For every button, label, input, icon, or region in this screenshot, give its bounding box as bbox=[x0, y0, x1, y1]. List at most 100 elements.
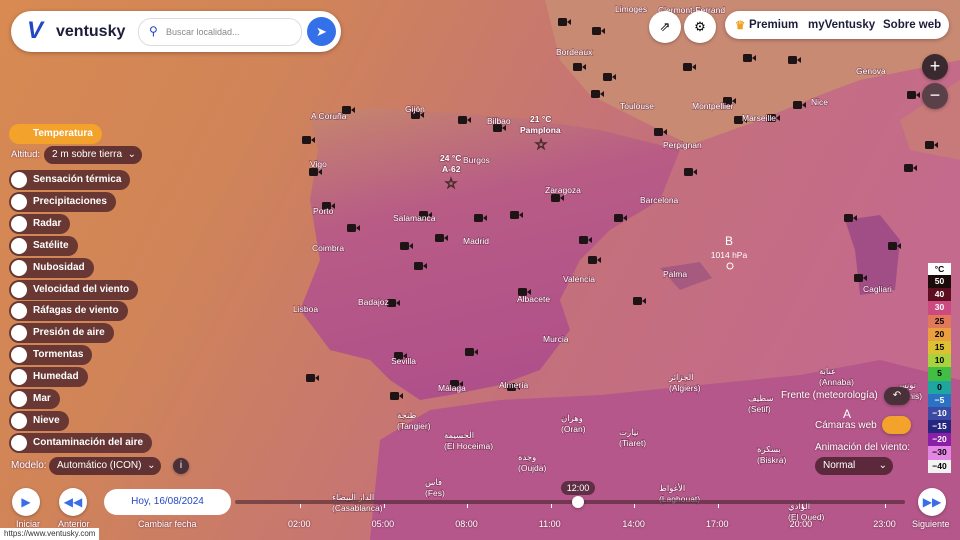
change-date: Cambiar fecha bbox=[138, 519, 197, 529]
layer-button[interactable]: Velocidad del viento bbox=[9, 279, 139, 300]
layer-icon bbox=[11, 303, 27, 320]
city-name: Valencia bbox=[563, 274, 595, 284]
legend-item: −15 bbox=[928, 420, 951, 434]
webcam-lens bbox=[913, 165, 917, 171]
webcam-lens bbox=[403, 353, 407, 359]
layer-button[interactable]: Ráfagas de viento bbox=[9, 301, 128, 322]
locate-button[interactable]: ➤ bbox=[307, 17, 336, 46]
webcam-lens bbox=[692, 64, 696, 70]
timeline-track[interactable] bbox=[235, 500, 905, 504]
layer-button[interactable]: Sensación térmica bbox=[9, 170, 131, 190]
share-button[interactable]: ⇗ bbox=[649, 11, 681, 43]
next-label: Siguiente bbox=[912, 519, 950, 529]
header-bar: V ventusky ⚲ Buscar localidad... ➤ bbox=[11, 11, 341, 52]
layer-icon bbox=[11, 391, 27, 407]
city-name: Zaragoza bbox=[545, 185, 581, 195]
layer-button[interactable]: Presión de aire bbox=[9, 323, 114, 344]
webcam-lens bbox=[802, 102, 806, 108]
zoom-out[interactable]: − bbox=[922, 83, 948, 109]
logo[interactable]: ventusky bbox=[56, 23, 126, 40]
layer-label: Ráfagas de viento bbox=[33, 305, 119, 317]
layer-button[interactable]: Precipitaciones bbox=[9, 191, 116, 212]
city-name: Murcia bbox=[543, 334, 569, 344]
webcam-lens bbox=[663, 129, 667, 135]
city-name: وجدة bbox=[518, 452, 536, 463]
model-value: Automático (ICON) bbox=[57, 460, 142, 471]
logo-mark[interactable]: V bbox=[27, 17, 44, 44]
zoom-in[interactable]: + bbox=[922, 54, 948, 80]
city-name: Coimbra bbox=[312, 243, 344, 253]
layer-button[interactable]: Radar bbox=[9, 213, 71, 234]
layer-button[interactable]: Nubosidad bbox=[9, 257, 94, 278]
wind-animation-select[interactable]: Normal ⌄ bbox=[815, 457, 893, 475]
webcam-lens bbox=[502, 125, 506, 131]
city-name: Toulouse bbox=[620, 101, 654, 111]
time-tick bbox=[550, 504, 552, 508]
webcam-icon bbox=[844, 214, 853, 222]
city-name: Porto bbox=[313, 206, 334, 216]
webcam-lens bbox=[732, 98, 736, 104]
play-button[interactable]: ▶ bbox=[12, 488, 40, 516]
date: Hoy, 16/08/2024 bbox=[131, 496, 204, 507]
webcam-lens bbox=[444, 235, 448, 241]
nav-myventusky[interactable]: myVentusky bbox=[808, 19, 876, 31]
webcam-lens bbox=[600, 91, 604, 97]
nav-about[interactable]: Sobre web bbox=[883, 19, 942, 31]
webcam-icon bbox=[743, 54, 752, 62]
model-info[interactable]: i bbox=[173, 458, 189, 474]
station-name: Pamplona bbox=[520, 125, 561, 135]
city-name: بسكرة bbox=[757, 444, 781, 455]
webcam-icon bbox=[458, 116, 467, 124]
time-label: 08:00 bbox=[455, 519, 478, 529]
timeline-handle[interactable] bbox=[572, 496, 584, 508]
layer-button[interactable]: Nieve bbox=[9, 410, 69, 431]
webcam-lens bbox=[331, 203, 335, 209]
active-layer[interactable]: Temperatura bbox=[9, 124, 102, 144]
layer-button[interactable]: Tormentas bbox=[9, 345, 93, 366]
fronts-toggle[interactable]: ↶ bbox=[884, 387, 910, 405]
webcam-icon bbox=[342, 106, 351, 114]
layer-label: Satélite bbox=[33, 239, 69, 251]
layer-button[interactable]: Satélite bbox=[9, 235, 78, 256]
webcam-icon bbox=[579, 236, 588, 244]
webcam-icon bbox=[907, 91, 916, 99]
layer-label: Nieve bbox=[33, 414, 60, 426]
legend-unit: °C bbox=[934, 264, 945, 274]
layer-label: Mar bbox=[33, 393, 51, 404]
nav-premium[interactable]: Premium bbox=[749, 19, 799, 31]
webcam-icon bbox=[414, 262, 423, 270]
webcam-icon bbox=[507, 383, 516, 391]
webcam-icon bbox=[450, 380, 459, 388]
city-name: Genova bbox=[856, 66, 886, 76]
webcam-icon bbox=[551, 194, 560, 202]
model-select[interactable]: Automático (ICON) ⌄ bbox=[49, 457, 162, 475]
city-name: Clermont-Ferrand bbox=[658, 5, 725, 15]
webcam-lens bbox=[934, 142, 938, 148]
chevron: ⌄ bbox=[127, 149, 137, 160]
webcam-lens bbox=[897, 243, 901, 249]
layer-button[interactable]: Humedad bbox=[9, 367, 88, 388]
layer-label: Humedad bbox=[33, 371, 79, 383]
search-box[interactable]: ⚲ Buscar localidad... bbox=[138, 18, 302, 46]
previous-button[interactable]: ◀◀ bbox=[59, 488, 87, 516]
webcam-lens bbox=[459, 381, 463, 387]
date-button[interactable]: Hoy, 16/08/2024 bbox=[104, 489, 231, 515]
city-name: الحسيمة bbox=[444, 430, 474, 440]
layer-button[interactable]: Contaminación del aire bbox=[9, 432, 153, 453]
city-latin: (Annaba) bbox=[819, 377, 854, 387]
webcam-icon bbox=[788, 56, 797, 64]
city-latin: (Algiers) bbox=[669, 383, 701, 393]
station-temp: 21 °C bbox=[530, 114, 551, 124]
legend-item: 0 bbox=[928, 380, 951, 394]
webcam-lens bbox=[420, 112, 424, 118]
webcam-icon bbox=[793, 101, 802, 109]
webcams-toggle[interactable] bbox=[882, 416, 911, 434]
next-button[interactable]: ▶▶ bbox=[918, 488, 946, 516]
time-label: 14:00 bbox=[622, 519, 645, 529]
station-pamplona: 21 °C Pamplona ☆ bbox=[519, 113, 561, 152]
altitude-select[interactable]: 2 m sobre tierra ⌄ bbox=[44, 146, 143, 164]
footer-url[interactable]: https://www.ventusky.com bbox=[0, 528, 100, 540]
layer-button[interactable]: Mar bbox=[9, 389, 60, 409]
settings-button[interactable]: ⚙ bbox=[684, 11, 716, 43]
webcam-icon bbox=[474, 214, 483, 222]
